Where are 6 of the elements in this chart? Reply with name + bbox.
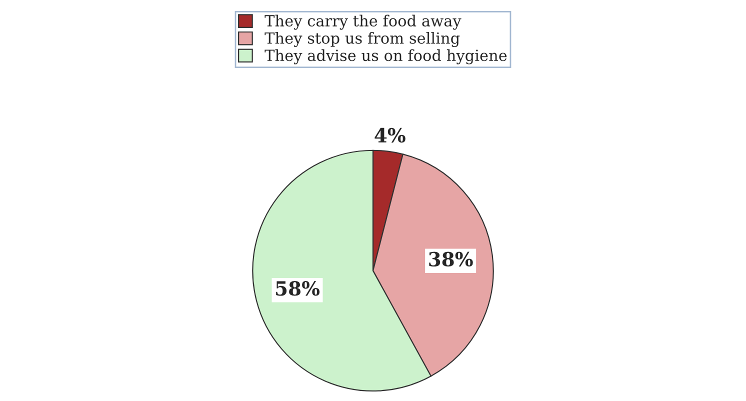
data-label: 38% <box>429 252 473 267</box>
legend-label: They advise us on food hygiene <box>264 49 507 64</box>
data-label: 58% <box>276 281 320 296</box>
data-label: 4% <box>374 128 406 143</box>
legend-label: They carry the food away <box>264 14 462 30</box>
legend-label: They stop us from selling <box>264 32 460 48</box>
